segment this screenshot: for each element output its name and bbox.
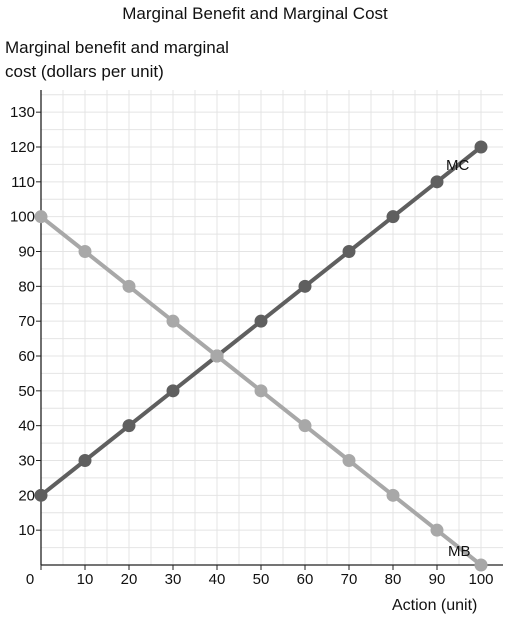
x-tick-label: 60	[297, 571, 314, 588]
x-tick-label: 40	[209, 571, 226, 588]
data-point-mc	[474, 140, 488, 154]
y-tick-label: 120	[10, 139, 35, 156]
x-tick-label: 70	[341, 571, 358, 588]
y-tick-label: 10	[18, 522, 35, 539]
y-tick-label: 20	[18, 487, 35, 504]
x-tick-label: 100	[468, 571, 493, 588]
data-point-mb	[342, 454, 356, 467]
data-point-mc	[166, 384, 180, 398]
y-tick-label: 40	[18, 418, 35, 435]
y-tick-label: 130	[10, 104, 35, 121]
data-point-mc	[122, 419, 136, 433]
chart-title: Marginal Benefit and Marginal Cost	[122, 4, 388, 23]
data-point-mc	[78, 454, 92, 467]
y-tick-label: 60	[18, 348, 35, 365]
data-point-mb	[386, 488, 400, 502]
data-point-mb	[166, 314, 180, 328]
data-point-mc	[430, 175, 444, 189]
y-tick-label: 110	[11, 174, 35, 191]
x-tick-label: 50	[253, 571, 270, 588]
data-point-mc	[254, 314, 268, 328]
data-point-mc	[386, 210, 400, 224]
series-label-mc: MC	[446, 157, 469, 174]
y-axis-label-line-1: Marginal benefit and marginal	[5, 38, 229, 57]
x-axis-label: Action (unit)	[392, 597, 478, 614]
y-tick-label: 100	[10, 209, 35, 226]
x-tick-label: 30	[165, 571, 182, 588]
y-tick-label: 80	[18, 278, 35, 295]
data-point-mb	[474, 558, 488, 572]
data-point-mb	[298, 419, 312, 433]
y-tick-label: 90	[18, 244, 35, 261]
data-point-mb	[430, 523, 444, 537]
data-point-mb	[210, 349, 224, 363]
y-tick-label: 70	[18, 313, 35, 330]
x-tick-label: 90	[429, 571, 446, 588]
data-point-mb	[78, 245, 92, 258]
series-label-mb: MB	[448, 543, 471, 560]
y-axis-label-line-2: cost (dollars per unit)	[5, 62, 164, 81]
y-tick-label: 30	[18, 453, 35, 470]
data-point-mb	[122, 279, 136, 293]
x-tick-label: 0	[26, 571, 34, 588]
x-tick-label: 10	[77, 571, 94, 588]
data-point-mb	[254, 384, 268, 398]
x-tick-label: 80	[385, 571, 402, 588]
data-point-mc	[298, 279, 312, 293]
data-point-mc	[34, 488, 48, 502]
x-tick-label: 20	[121, 571, 138, 588]
y-tick-label: 50	[18, 383, 35, 400]
data-point-mc	[342, 245, 356, 258]
data-point-mb	[34, 210, 48, 224]
